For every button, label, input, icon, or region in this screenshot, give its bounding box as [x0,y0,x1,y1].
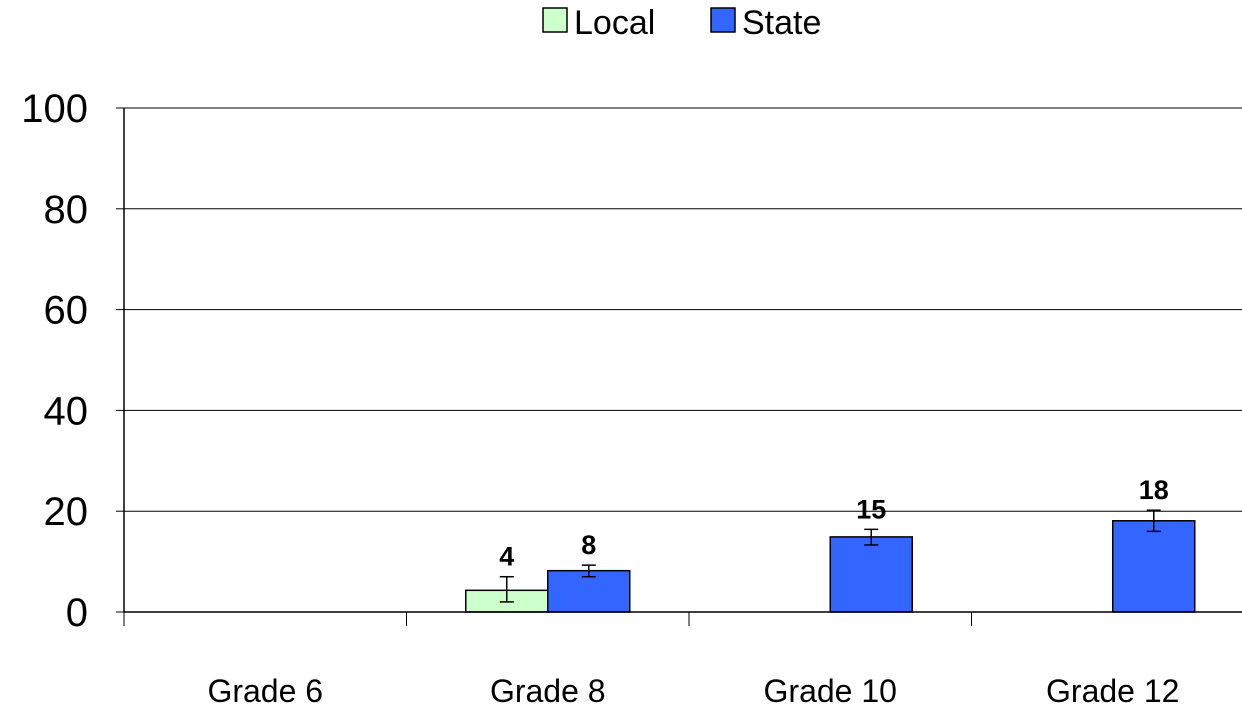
y-tick-label: 0 [66,591,88,635]
error-bar [581,564,596,578]
bar-state-grade-8 [547,569,631,613]
data-label: 4 [499,542,514,572]
gridlines [124,107,1242,512]
legend-swatch-local [542,7,568,33]
y-tick-label: 40 [44,389,89,433]
x-tick-label: Grade 10 [764,673,897,706]
y-tick-label: 60 [44,289,89,333]
x-axis-ticks: Grade 6 Grade 8 Grade 10 Grade 12 [123,612,1179,706]
y-axis-ticks: 0 20 40 60 80 100 [21,87,124,635]
y-tick-label: 80 [44,188,89,232]
legend-label-local: Local [574,4,655,42]
x-tick-label: Grade 12 [1046,673,1179,706]
legend-label-state: State [742,4,821,42]
x-tick-label: Grade 6 [207,673,323,706]
data-label: 15 [856,494,886,524]
data-label: 8 [581,530,596,560]
legend: Local State [542,4,821,42]
error-bar [499,575,514,603]
axes [123,108,1242,613]
y-tick-label: 20 [44,490,89,534]
y-tick-label: 100 [21,87,88,131]
error-bar [864,528,879,546]
legend-swatch-state [710,7,736,33]
bars: 4 8 15 18 [465,475,1196,613]
error-bar [1146,509,1161,533]
bar-state-grade-10 [829,536,913,613]
x-tick-label: Grade 8 [490,673,606,706]
data-label: 18 [1139,475,1169,505]
bar-state-grade-12 [1112,520,1196,613]
